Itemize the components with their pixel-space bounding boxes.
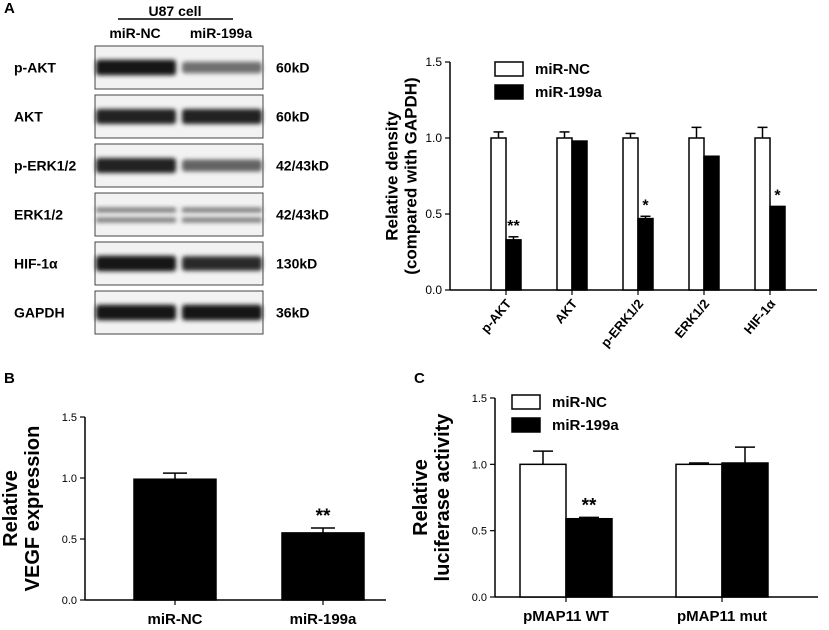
y-tick-label: 0.0 xyxy=(425,283,442,297)
legend-label: miR-199a xyxy=(552,417,619,434)
bar-mir-199a xyxy=(565,517,613,598)
blot-size-label: 60kD xyxy=(276,60,309,76)
blot-band xyxy=(182,217,262,223)
blot-band xyxy=(182,207,262,213)
blot-band xyxy=(182,109,262,124)
x-tick-label: p-ERK1/2 xyxy=(598,296,647,350)
x-tick-label: miR-199a xyxy=(290,611,357,628)
y-tick-label: 0.5 xyxy=(62,534,77,546)
blot-band xyxy=(96,207,176,213)
bar-mir-199a xyxy=(769,205,786,291)
legend-label: miR-NC xyxy=(535,61,590,78)
x-tick-label: pMAP11 WT xyxy=(523,608,609,625)
y-tick-label: 1.0 xyxy=(62,473,77,485)
y-tick-label: 0.0 xyxy=(62,595,77,607)
blot-protein-label: AKT xyxy=(14,109,43,125)
blot-protein-label: HIF-1α xyxy=(14,256,58,272)
significance-marker: ** xyxy=(507,218,520,235)
blot-size-label: 42/43kD xyxy=(276,158,329,174)
lane-label-mir-nc: miR-NC xyxy=(109,25,160,41)
legend-swatch xyxy=(494,84,524,100)
bar-mir-199a xyxy=(637,217,654,291)
x-tick-label: pMAP11 mut xyxy=(677,608,767,625)
blot-protein-label: p-AKT xyxy=(14,60,56,76)
y-tick-label: 0.5 xyxy=(472,526,487,538)
x-tick-label: HIF-1α xyxy=(741,296,779,337)
legend-swatch xyxy=(494,61,524,77)
y-tick-label: 1.5 xyxy=(425,55,442,69)
bar-mir-nc xyxy=(688,137,705,291)
legend-label: miR-NC xyxy=(552,394,607,411)
y-tick-label: 0.5 xyxy=(425,207,442,221)
y-axis-label: Relativeluciferase activity xyxy=(410,413,454,582)
bar-mir-nc xyxy=(490,137,507,291)
blot-band xyxy=(96,304,176,321)
x-tick-label: p-AKT xyxy=(478,296,515,336)
bar-mir-nc xyxy=(556,137,573,291)
blot-size-label: 130kD xyxy=(276,256,317,272)
blot-band xyxy=(182,256,262,271)
bar-value xyxy=(133,478,217,601)
blot-band xyxy=(182,61,262,74)
blot-band xyxy=(182,304,262,321)
legend-swatch xyxy=(511,417,541,433)
blot-band xyxy=(96,217,176,223)
blot-protein-label: ERK1/2 xyxy=(14,207,63,223)
blot-size-label: 42/43kD xyxy=(276,207,329,223)
bar-mir-199a xyxy=(721,462,769,598)
chart-a-relative-density: Relative density(compared with GAPDH) 0.0… xyxy=(385,55,817,350)
y-tick-label: 1.0 xyxy=(425,131,442,145)
x-tick-label: miR-NC xyxy=(148,611,203,628)
y-tick-label: 0.0 xyxy=(472,592,487,604)
y-axis-label: RelativeVEGF expression xyxy=(0,426,44,592)
panel-label-b: B xyxy=(4,370,15,387)
significance-marker: ** xyxy=(316,506,331,527)
bar-mir-nc xyxy=(754,137,771,291)
y-tick-label: 1.5 xyxy=(472,393,487,405)
legend-label: miR-199a xyxy=(535,84,602,101)
bar-mir-nc xyxy=(622,137,639,291)
legend-swatch xyxy=(511,394,541,410)
significance-marker: * xyxy=(774,187,781,204)
cell-line-label: U87 cell xyxy=(149,3,202,19)
blot-band xyxy=(96,109,176,124)
y-tick-label: 1.0 xyxy=(472,459,487,471)
bar-mir-199a xyxy=(505,239,522,291)
blot-size-label: 60kD xyxy=(276,109,309,125)
blot-protein-label: GAPDH xyxy=(14,305,65,321)
blot-strip-erk1-2 xyxy=(94,192,264,237)
lane-label-mir-199a: miR-199a xyxy=(190,25,252,41)
panel-label-c: C xyxy=(414,370,425,387)
bar-mir-nc xyxy=(519,463,567,598)
bar-value xyxy=(281,532,365,601)
western-blot: U87 cell miR-NC miR-199a p-AKT 60kD AKT 60kD p-… xyxy=(14,3,329,335)
bar-mir-199a xyxy=(571,140,588,291)
blot-band xyxy=(96,255,176,272)
y-tick-label: 1.5 xyxy=(62,412,77,424)
panel-label-a: A xyxy=(4,0,15,17)
bar-mir-nc xyxy=(675,463,723,598)
significance-marker: * xyxy=(642,197,649,214)
blot-band xyxy=(96,158,176,173)
bar-mir-199a xyxy=(703,155,720,291)
blot-protein-label: p-ERK1/2 xyxy=(14,158,76,174)
chart-c-luciferase-activity: Relativeluciferase activity 0.0 0.5 1.0 1.5 *… xyxy=(410,393,818,625)
chart-b-vegf-expression: RelativeVEGF expression 0.0 0.5 1.0 1.5 miR-N… xyxy=(0,412,386,628)
x-tick-label: ERK1/2 xyxy=(672,296,713,341)
blot-band xyxy=(182,159,262,172)
blot-size-label: 36kD xyxy=(276,305,309,321)
significance-marker: ** xyxy=(582,495,597,516)
x-tick-label: AKT xyxy=(552,296,581,326)
y-axis-label: Relative density(compared with GAPDH) xyxy=(385,77,420,274)
blot-band xyxy=(96,59,176,76)
